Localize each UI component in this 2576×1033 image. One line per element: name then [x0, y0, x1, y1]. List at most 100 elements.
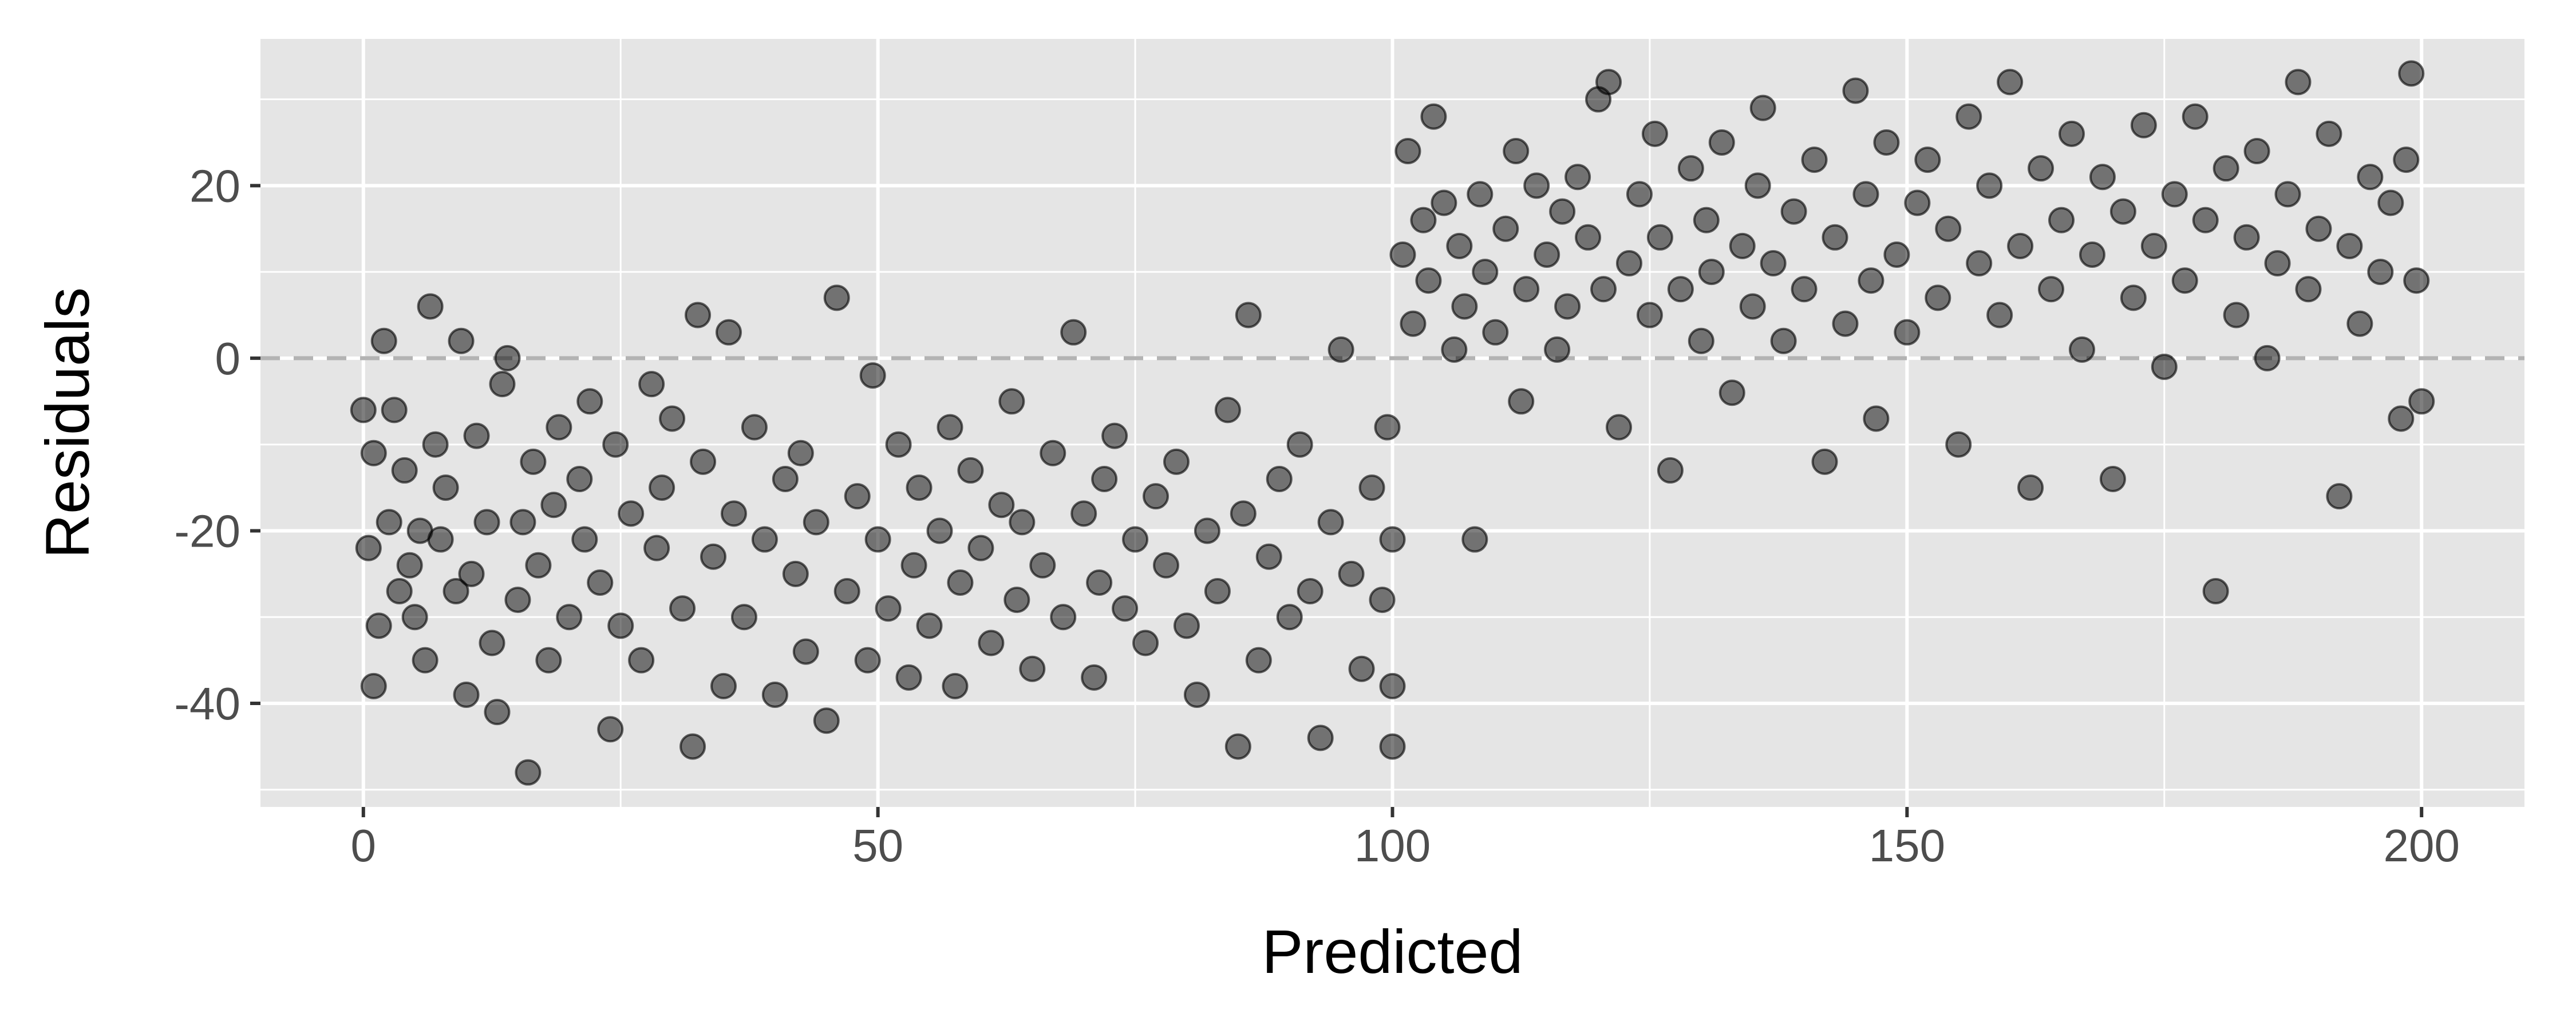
data-point — [1945, 431, 1972, 458]
data-point — [1348, 655, 1375, 682]
y-tick-label: 20 — [189, 160, 240, 211]
data-point — [1801, 147, 1828, 173]
data-point — [2017, 474, 2044, 501]
data-point — [1770, 327, 1797, 354]
data-point — [1379, 526, 1406, 553]
data-point — [1626, 181, 1653, 208]
data-point — [875, 595, 902, 622]
data-point — [2346, 310, 2373, 337]
data-point — [1019, 655, 1046, 682]
x-axis-label: Predicted — [1262, 917, 1523, 986]
data-point — [391, 457, 418, 484]
data-point — [1040, 440, 1066, 466]
data-point — [2403, 267, 2430, 294]
data-point — [597, 716, 624, 743]
data-point — [1997, 69, 2024, 96]
data-point — [715, 319, 742, 346]
data-point — [396, 552, 423, 579]
data-point — [1400, 310, 1427, 337]
data-point — [649, 474, 675, 501]
x-tick-label: 150 — [1869, 820, 1945, 871]
data-point — [792, 638, 819, 665]
data-point — [1070, 500, 1097, 527]
data-point — [427, 526, 454, 553]
data-point — [947, 569, 974, 596]
data-point — [350, 397, 377, 424]
data-point — [2028, 155, 2055, 182]
data-point — [607, 612, 634, 639]
data-point — [1204, 578, 1231, 605]
data-point — [1832, 310, 1859, 337]
data-point — [1708, 129, 1735, 156]
data-point — [1595, 69, 1622, 96]
data-point — [1744, 172, 1771, 199]
data-point — [1544, 336, 1571, 363]
data-point — [1935, 215, 1962, 242]
data-point — [638, 371, 665, 398]
data-point — [360, 672, 387, 699]
data-point — [1482, 319, 1509, 346]
data-point — [751, 526, 778, 553]
data-point — [2089, 164, 2116, 191]
data-point — [1749, 94, 1776, 121]
data-point — [916, 612, 943, 639]
data-point — [1657, 457, 1684, 484]
data-point — [1636, 302, 1663, 328]
data-point — [448, 327, 475, 354]
data-point — [1492, 215, 1519, 242]
data-point — [1534, 241, 1560, 268]
data-point — [1925, 284, 1951, 311]
data-point — [1904, 189, 1931, 216]
data-point — [1276, 604, 1303, 631]
data-point — [453, 681, 480, 708]
data-point — [1718, 379, 1745, 406]
y-axis: -40 -20 0 20 — [174, 160, 260, 729]
data-point — [998, 388, 1025, 415]
data-point — [1698, 259, 1725, 286]
data-point — [1513, 276, 1540, 303]
data-point — [1194, 517, 1220, 544]
data-point — [1729, 232, 1756, 259]
data-point — [2357, 164, 2384, 191]
data-point — [1101, 422, 1128, 449]
data-point — [967, 535, 994, 561]
data-point — [2274, 181, 2301, 208]
data-point — [700, 543, 726, 570]
x-tick-label: 200 — [2383, 820, 2459, 871]
data-point — [571, 526, 598, 553]
data-point — [906, 474, 933, 501]
data-point — [1112, 595, 1139, 622]
data-point — [2059, 120, 2085, 147]
data-point — [1153, 552, 1179, 579]
data-point — [730, 604, 757, 631]
data-point — [1394, 138, 1421, 165]
data-point — [602, 431, 629, 458]
y-tick-label: 0 — [215, 333, 241, 384]
data-point — [761, 681, 788, 708]
data-point — [2068, 336, 2095, 363]
data-point — [782, 560, 809, 587]
data-point — [1307, 725, 1334, 751]
data-point — [772, 466, 799, 493]
data-point — [1852, 181, 1879, 208]
data-point — [365, 612, 392, 639]
data-point — [1245, 647, 1272, 674]
data-point — [401, 604, 428, 631]
x-tick-label: 0 — [351, 820, 377, 871]
data-point — [2182, 103, 2208, 130]
data-point — [1822, 224, 1848, 251]
data-point — [2264, 250, 2291, 277]
data-point — [432, 474, 459, 501]
data-point — [720, 500, 747, 527]
data-point — [515, 759, 542, 786]
data-point — [2120, 284, 2147, 311]
data-point — [1554, 293, 1581, 320]
data-point — [1327, 336, 1354, 363]
data-point — [1739, 293, 1766, 320]
data-point — [864, 526, 891, 553]
data-point — [370, 327, 397, 354]
data-point — [2316, 120, 2342, 147]
data-point — [376, 509, 402, 536]
data-point — [1379, 672, 1406, 699]
